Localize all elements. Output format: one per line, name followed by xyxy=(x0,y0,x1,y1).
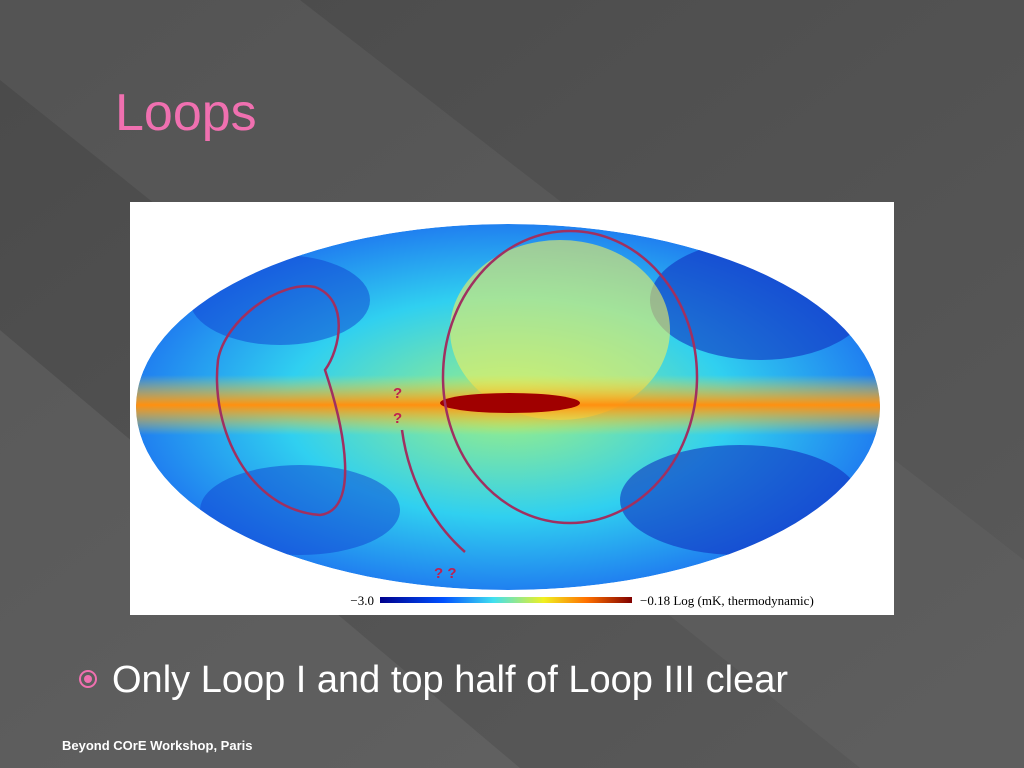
bullet-icon xyxy=(79,670,97,688)
colorbar-label: −3.0 xyxy=(350,593,374,608)
bullet-icon xyxy=(84,675,92,683)
slide-title: Loops xyxy=(115,84,257,142)
annotation: ? ? xyxy=(434,565,457,582)
loop-outlines xyxy=(215,229,699,553)
colorbar-label: −0.18 Log (mK, thermodynamic) xyxy=(640,593,814,608)
footer: Beyond COrE Workshop, Paris xyxy=(62,738,252,753)
annotation: ? xyxy=(393,385,402,402)
annotation: ? xyxy=(393,410,402,427)
colorbar xyxy=(380,597,632,603)
bullet-text: Only Loop I and top half of Loop III cle… xyxy=(112,659,788,701)
